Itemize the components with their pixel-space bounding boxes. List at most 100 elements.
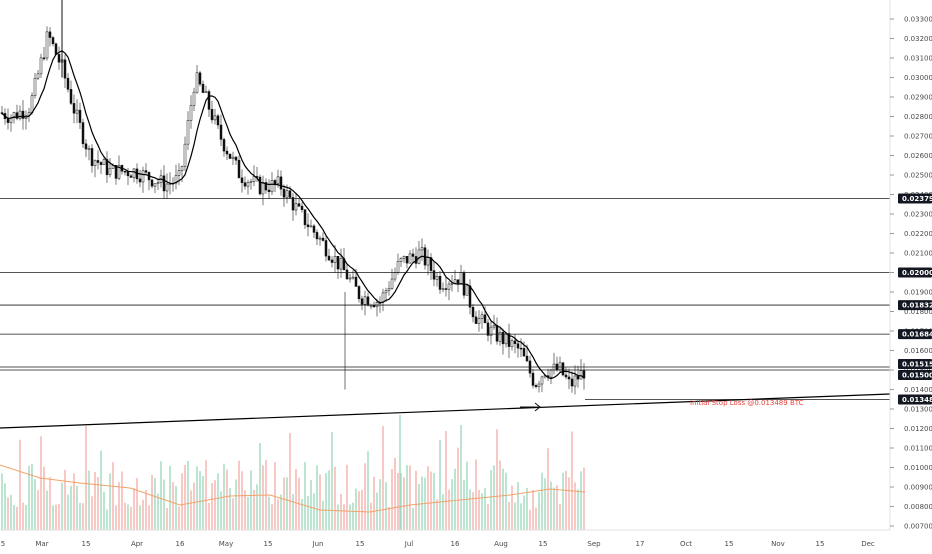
level-badge	[898, 358, 932, 369]
volume-bar	[88, 470, 90, 530]
candle-body	[498, 332, 502, 342]
volume-bar	[448, 489, 450, 530]
candle-body	[186, 120, 190, 145]
candle-body	[444, 288, 448, 290]
candle-body	[576, 375, 580, 380]
candle-body	[579, 370, 583, 380]
volume-bar	[37, 490, 39, 530]
volume-bar	[205, 460, 207, 530]
time-tick-label: 17	[636, 540, 645, 548]
candle-body	[114, 165, 118, 179]
level-badge-label: 0.015154	[902, 360, 932, 368]
volume-bar	[577, 489, 579, 530]
volume-bar	[562, 472, 564, 530]
candle-body	[33, 77, 37, 96]
candle-body	[63, 59, 67, 79]
time-tick-label: 16	[176, 540, 185, 548]
time-tick-label: Apr	[131, 540, 143, 548]
time-tick-label: 15	[725, 540, 734, 548]
volume-bar	[520, 503, 522, 530]
volume-bar	[73, 473, 75, 530]
volume-bar	[199, 471, 201, 530]
volume-bar	[379, 479, 381, 530]
time-tick-label: Jun	[312, 540, 324, 548]
volume-bar	[127, 504, 129, 530]
volume-bar	[532, 489, 534, 530]
moving-average-line	[1, 49, 585, 380]
volume-bar	[418, 484, 420, 530]
volume-bar	[289, 433, 291, 530]
time-tick-label: 15	[539, 540, 548, 548]
stop-loss-annotation: Initial Stop Loss @0.013489 BTC	[690, 399, 804, 407]
time-axis[interactable]: 5 Mar 15 Apr 16 May 15 Jun 15 Jul 16 Aug 15 Sep 17 Oct 1…	[1, 540, 875, 548]
volume-bar	[307, 495, 309, 530]
candle-body	[465, 285, 469, 296]
volume-bar	[178, 506, 180, 530]
candle-body	[321, 237, 325, 241]
volume-bar	[145, 489, 147, 530]
time-tick-label: 16	[451, 540, 460, 548]
volume-bar	[499, 460, 501, 530]
volume-bar	[109, 473, 111, 530]
candle-body	[156, 182, 160, 184]
candle-body	[522, 348, 526, 357]
volume-bar	[121, 471, 123, 530]
volume-bar	[382, 426, 384, 530]
volume-bar	[364, 463, 366, 530]
volume-bar	[187, 460, 189, 530]
candle-body	[513, 340, 517, 344]
volume-bar	[16, 506, 18, 530]
time-tick-label: Oct	[680, 540, 692, 548]
candle-body	[477, 318, 481, 324]
arrow-marker	[520, 402, 541, 412]
volume-bar	[508, 501, 510, 530]
candle-body	[141, 170, 145, 183]
volume-bar	[55, 504, 57, 530]
candle-body	[132, 168, 136, 178]
volume-bar	[427, 466, 429, 530]
volume-bar	[31, 463, 33, 530]
candle-body	[129, 175, 133, 178]
volume-bar	[151, 474, 153, 530]
candle-body	[75, 109, 79, 114]
volume-bar	[262, 465, 264, 530]
volume-bar	[553, 487, 555, 530]
candle-body	[213, 115, 217, 121]
volume-bar	[409, 465, 411, 530]
candle-body	[297, 203, 301, 207]
candle-body	[516, 343, 520, 349]
volume-bar	[358, 491, 360, 530]
candle-body	[84, 143, 88, 150]
candle-body	[396, 261, 400, 273]
candle-body	[48, 31, 52, 38]
candle-body	[507, 333, 511, 347]
volume-bar	[211, 483, 213, 530]
volume-bar	[28, 465, 30, 530]
volume-bar	[463, 480, 465, 530]
time-tick-label: Aug	[494, 540, 508, 548]
volume-bar	[259, 443, 261, 530]
time-tick-label: May	[219, 540, 233, 548]
volume-bar	[34, 479, 36, 530]
candle-body	[561, 362, 565, 376]
volume-bar	[76, 485, 78, 530]
volume-bar	[433, 472, 435, 530]
volume-bar	[541, 472, 543, 530]
candle-body	[519, 347, 523, 350]
candle-body	[390, 278, 394, 289]
volume-bar	[478, 489, 480, 530]
volume-bar	[337, 504, 339, 530]
candle-body	[345, 269, 349, 280]
volume-bar	[397, 472, 399, 530]
volume-bar	[475, 459, 477, 530]
